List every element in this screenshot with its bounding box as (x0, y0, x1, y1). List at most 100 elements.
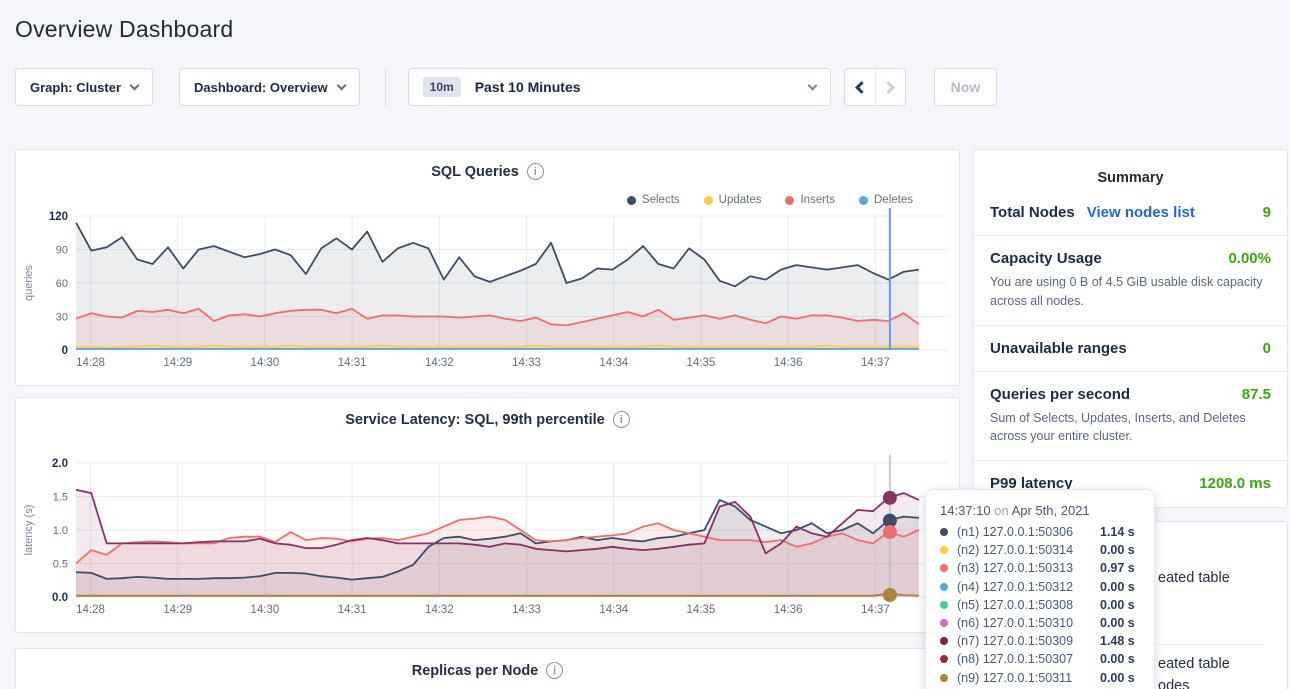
svg-text:0: 0 (62, 345, 68, 357)
dashboard-dropdown[interactable]: Dashboard: Overview (179, 68, 360, 106)
svg-text:14:29: 14:29 (163, 357, 192, 369)
svg-text:120: 120 (49, 211, 68, 223)
tooltip-row: (n3) 127.0.0.1:50313 0.97 s (940, 559, 1140, 577)
tooltip-row: (n8) 127.0.0.1:50307 0.00 s (940, 650, 1140, 668)
time-range-badge: 10m (422, 77, 461, 97)
svg-text:14:31: 14:31 (338, 357, 367, 369)
legend-item: Updates (703, 194, 761, 206)
series-dot-icon (703, 195, 713, 205)
time-range-dropdown[interactable]: 10m Past 10 Minutes (407, 68, 831, 106)
series-dot-icon (940, 673, 948, 682)
p99-latency-row: P99 latency 1208.0 ms (974, 460, 1287, 506)
series-dot-icon (940, 582, 948, 591)
svg-text:14:28: 14:28 (76, 357, 105, 369)
tooltip-row: (n9) 127.0.0.1:50311 0.00 s (940, 669, 1140, 687)
info-icon[interactable]: i (612, 411, 630, 428)
tooltip-node-value: 0.00 s (1100, 670, 1135, 685)
p99-latency-value: 1208.0 ms (1199, 475, 1271, 492)
service-latency-title: Service Latency: SQL, 99th percentile (345, 411, 605, 428)
tooltip-node-label: (n9) 127.0.0.1:50311 (957, 670, 1073, 685)
tooltip-node-value: 0.97 s (1100, 561, 1135, 576)
queries-per-second-row: Queries per second 87.5 Sum of Selects, … (974, 370, 1287, 461)
replicas-per-node-card: Replicas per Node i (15, 648, 960, 689)
total-nodes-row: Total Nodes View nodes list 9 (974, 190, 1287, 235)
sql-queries-legend: Selects Updates Inserts Deletes (626, 194, 913, 206)
svg-text:14:32: 14:32 (425, 604, 454, 616)
queries-per-second-value: 87.5 (1241, 385, 1271, 403)
svg-text:14:35: 14:35 (687, 604, 716, 616)
tooltip-node-value: 0.00 s (1100, 616, 1135, 631)
event-item: eated table odes (1158, 656, 1230, 689)
graph-dropdown[interactable]: Graph: Cluster (15, 68, 154, 106)
chevron-down-icon (129, 80, 140, 90)
svg-text:14:36: 14:36 (774, 357, 803, 369)
chevron-left-icon (855, 80, 869, 94)
unavailable-ranges-label: Unavailable ranges (990, 339, 1127, 357)
svg-text:14:34: 14:34 (599, 357, 628, 369)
svg-text:queries: queries (23, 264, 35, 301)
tooltip-node-label: (n3) 127.0.0.1:50313 (957, 561, 1074, 576)
legend-item: Inserts (785, 194, 835, 206)
chevron-down-icon (336, 80, 347, 90)
charts-column: SQL Queries i Selects Updates Inserts Delet… (15, 149, 960, 689)
svg-text:14:32: 14:32 (425, 357, 454, 369)
tooltip-node-label: (n4) 127.0.0.1:50312 (957, 579, 1074, 594)
svg-text:2.0: 2.0 (52, 458, 68, 470)
tooltip-node-value: 0.00 s (1100, 543, 1135, 558)
sql-queries-chart[interactable]: 0 30 60 90 120 14:28 14:29 14:30 14:31 14:32 14:33… (18, 208, 958, 383)
svg-text:30: 30 (56, 312, 68, 324)
tooltip-node-label: (n6) 127.0.0.1:50310 (957, 616, 1074, 631)
page-title: Overview Dashboard (15, 16, 234, 42)
svg-text:60: 60 (56, 278, 68, 290)
legend-item: Selects (626, 194, 680, 206)
svg-text:14:31: 14:31 (338, 604, 367, 616)
queries-per-second-description: Sum of Selects, Updates, Inserts, and De… (990, 410, 1246, 444)
view-nodes-list-link[interactable]: View nodes list (1086, 204, 1195, 221)
prev-time-button[interactable] (844, 69, 875, 105)
svg-text:0.5: 0.5 (53, 559, 68, 571)
time-range-label: Past 10 Minutes (474, 79, 581, 95)
capacity-usage-label: Capacity Usage (990, 250, 1102, 267)
svg-text:1.5: 1.5 (53, 492, 68, 504)
tooltip-row: (n7) 127.0.0.1:50309 1.48 s (940, 632, 1140, 650)
svg-text:14:35: 14:35 (687, 357, 716, 369)
series-dot-icon (785, 195, 795, 205)
replicas-per-node-title: Replicas per Node (411, 662, 539, 679)
tooltip-node-value: 1.48 s (1100, 634, 1135, 649)
tooltip-node-label: (n7) 127.0.0.1:50309 (957, 634, 1074, 649)
svg-text:14:34: 14:34 (599, 604, 628, 616)
svg-text:14:36: 14:36 (774, 604, 803, 616)
tooltip-row: (n1) 127.0.0.1:50306 1.14 s (940, 523, 1140, 541)
series-dot-icon (940, 600, 948, 609)
queries-per-second-label: Queries per second (990, 385, 1131, 403)
unavailable-ranges-value: 0 (1262, 339, 1271, 357)
service-latency-card: Service Latency: SQL, 99th percentile i … (15, 397, 960, 633)
service-latency-chart[interactable]: 0.0 0.5 1.0 1.5 2.0 14:28 14:29 14:30 14:31 14:32… (18, 455, 958, 630)
svg-text:14:33: 14:33 (512, 604, 541, 616)
series-dot-icon (940, 546, 948, 555)
svg-text:14:37: 14:37 (861, 604, 890, 616)
svg-text:14:37: 14:37 (861, 357, 890, 369)
next-time-button[interactable] (874, 69, 905, 105)
controls-bar: Graph: Cluster Dashboard: Overview 10m P… (15, 68, 1290, 106)
tooltip-node-label: (n2) 127.0.0.1:50314 (957, 543, 1074, 558)
legend-item: Deletes (859, 194, 913, 206)
tooltip-node-value: 0.00 s (1100, 597, 1135, 612)
info-icon[interactable]: i (546, 662, 564, 679)
sql-queries-card: SQL Queries i Selects Updates Inserts Delet… (15, 149, 960, 386)
svg-text:14:29: 14:29 (163, 604, 192, 616)
tooltip-node-value: 0.00 s (1100, 579, 1135, 594)
series-dot-icon (940, 564, 948, 573)
info-icon[interactable]: i (526, 163, 544, 180)
tooltip-node-label: (n1) 127.0.0.1:50306 (957, 525, 1074, 540)
svg-text:0.0: 0.0 (52, 592, 68, 604)
graph-dropdown-label: Graph: Cluster (30, 79, 122, 95)
dashboard-body: SQL Queries i Selects Updates Inserts Delet… (15, 149, 1288, 689)
svg-text:90: 90 (56, 245, 68, 257)
series-dot-icon (940, 637, 948, 646)
unavailable-ranges-row: Unavailable ranges 0 (974, 324, 1287, 371)
now-button[interactable]: Now (933, 68, 998, 106)
tooltip-node-label: (n5) 127.0.0.1:50308 (957, 597, 1074, 612)
tooltip-row: (n4) 127.0.0.1:50312 0.00 s (940, 578, 1140, 596)
series-dot-icon (626, 195, 636, 205)
